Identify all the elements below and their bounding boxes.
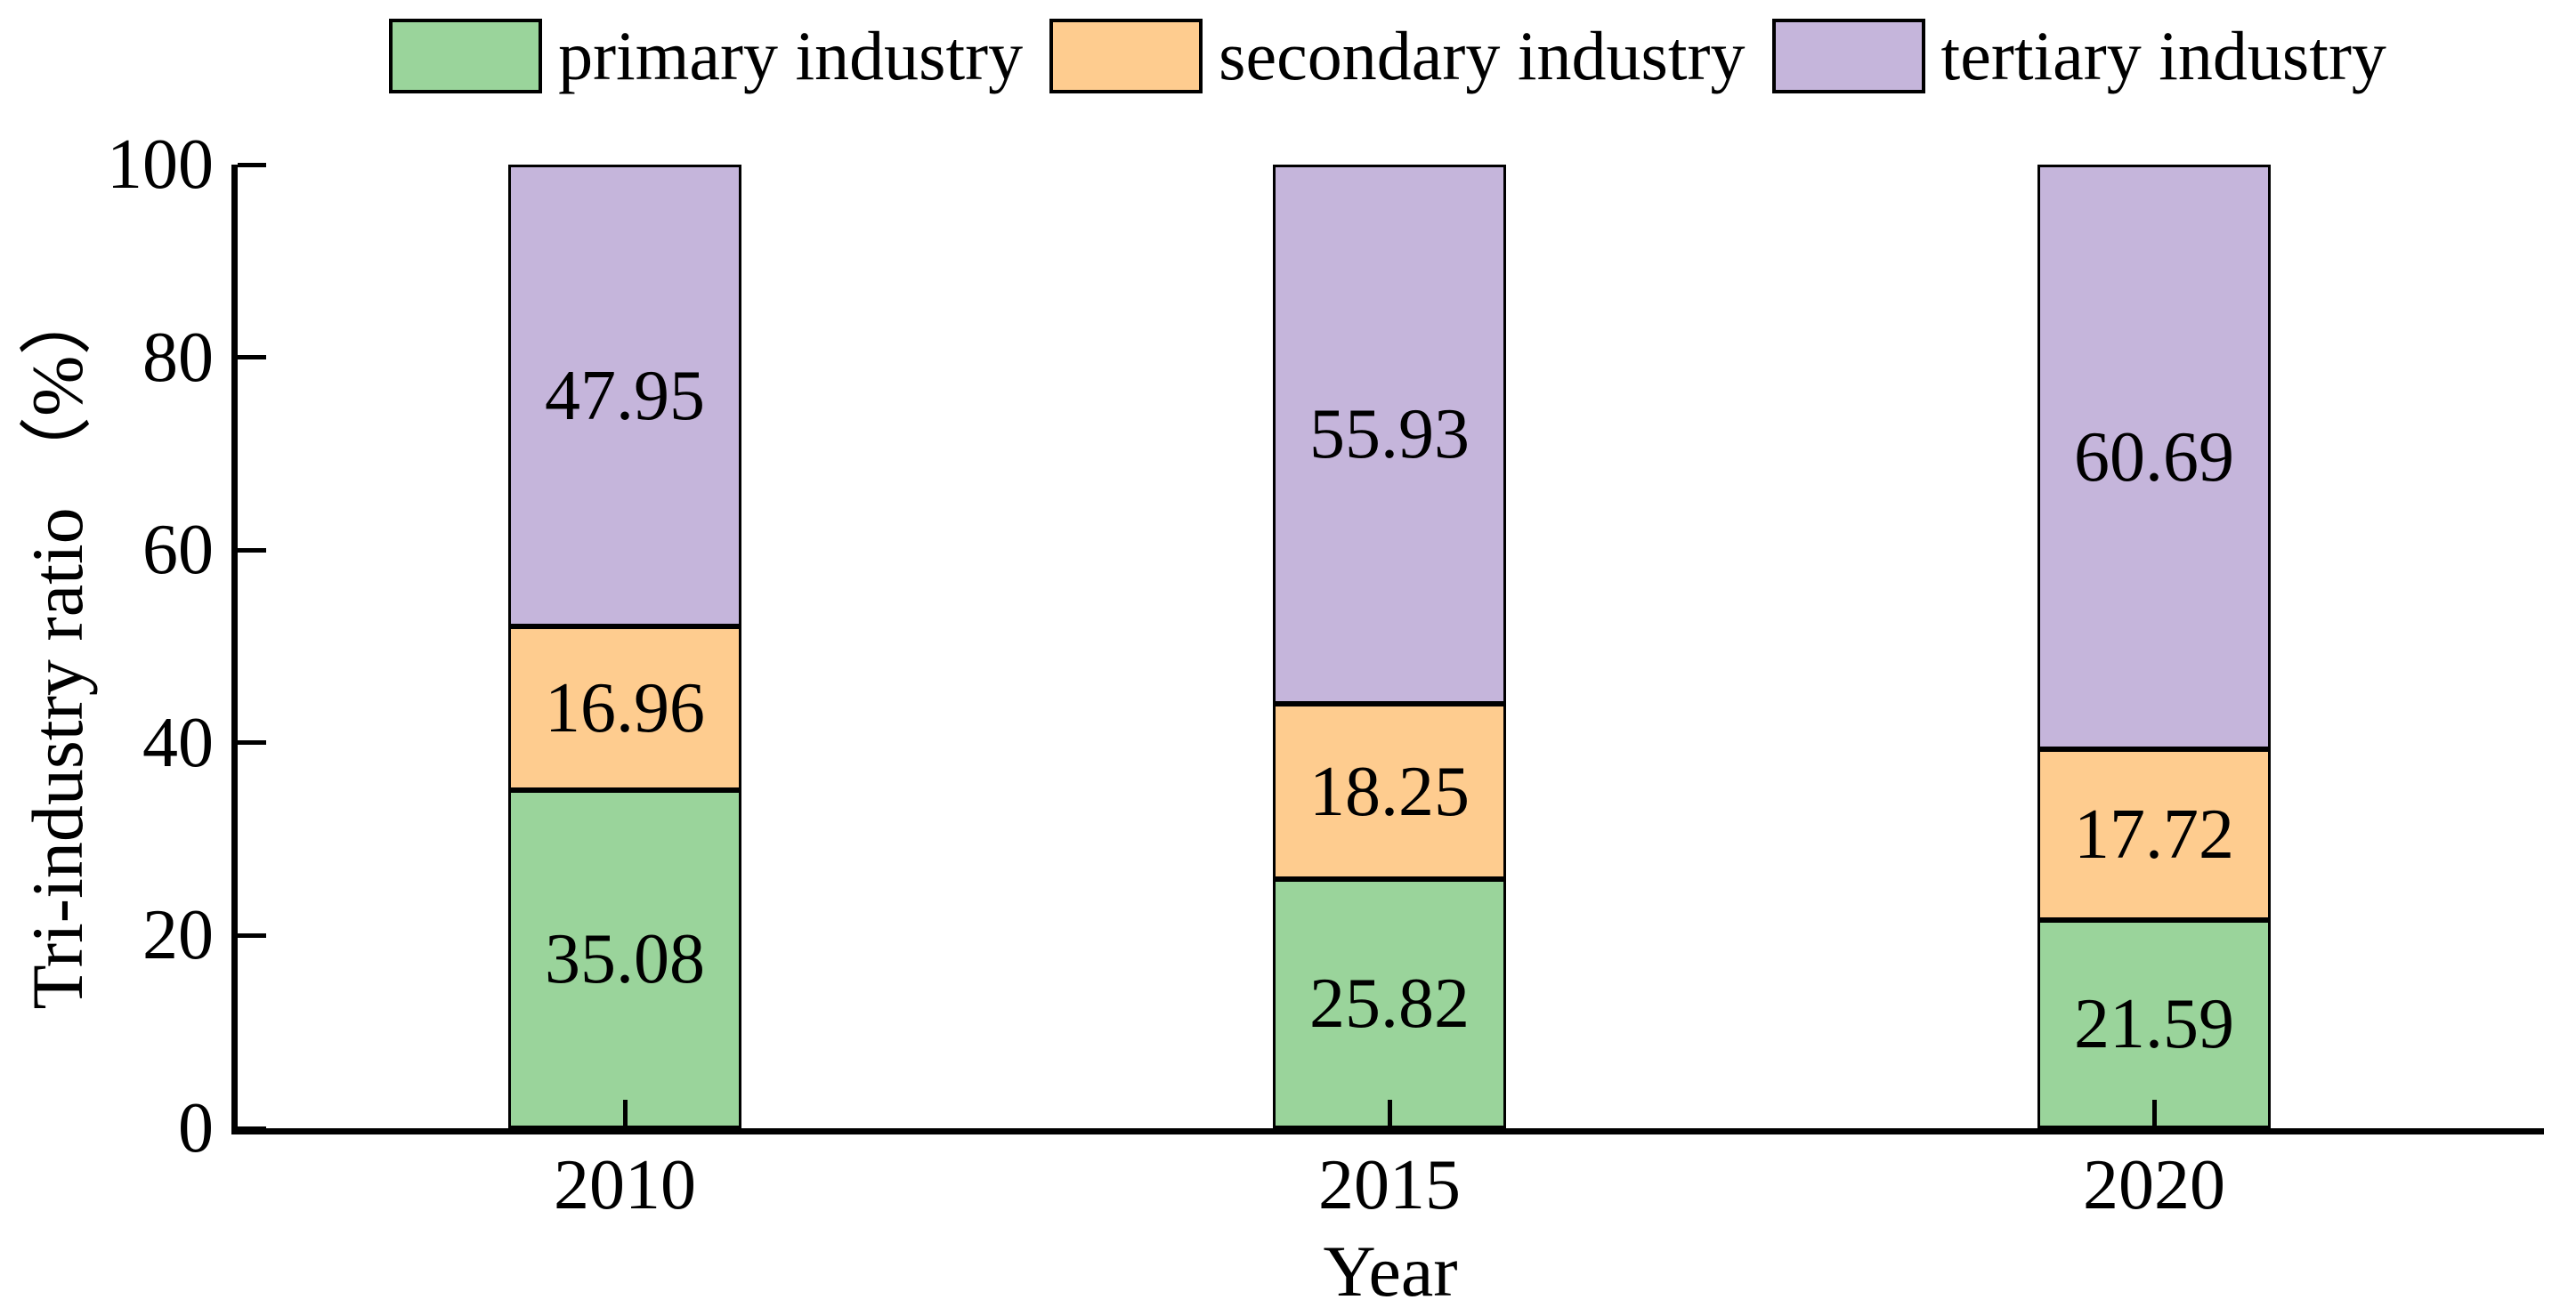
value-label: 35.08 (545, 920, 705, 999)
y-tick-mark (238, 1126, 266, 1131)
y-tick-label: 20 (142, 896, 214, 975)
value-label: 16.96 (545, 669, 705, 748)
y-tick-label: 0 (178, 1089, 214, 1167)
y-tick-label: 60 (142, 511, 214, 590)
value-label: 18.25 (1309, 752, 1470, 831)
x-tick-mark (1387, 1100, 1392, 1128)
x-axis-title: Year (1323, 1231, 1458, 1312)
legend-label: primary industry (558, 16, 1024, 94)
bar-segment-secondary-2015: 18.25 (1273, 703, 1506, 880)
value-label: 25.82 (1309, 965, 1470, 1044)
value-label: 21.59 (2074, 985, 2234, 1064)
bar-segment-tertiary-2015: 55.93 (1273, 165, 1506, 704)
y-tick-label: 40 (142, 703, 214, 782)
value-label: 55.93 (1309, 394, 1470, 473)
y-tick-mark (238, 547, 266, 553)
bar-segment-primary-2015: 25.82 (1273, 879, 1506, 1128)
y-tick-mark (238, 355, 266, 360)
legend-item-tertiary: tertiary industry (1771, 16, 2386, 94)
value-label: 47.95 (545, 356, 705, 435)
bar-segment-secondary-2010: 16.96 (508, 626, 741, 791)
legend: primary industry secondary industry tertia… (231, 9, 2544, 102)
bar-group-2020: 21.59 17.72 60.69 (2037, 165, 2271, 1128)
x-tick-mark (622, 1100, 628, 1128)
legend-item-primary: primary industry (389, 16, 1024, 94)
y-tick-label: 100 (107, 125, 214, 204)
x-tick-label-2015: 2015 (1318, 1146, 1461, 1224)
bar-group-2015: 25.82 18.25 55.93 (1273, 165, 1506, 1128)
bar-group-2010: 35.08 16.96 47.95 (508, 165, 741, 1128)
x-tick-label-2010: 2010 (554, 1146, 696, 1224)
legend-swatch-tertiary (1771, 18, 1925, 93)
legend-swatch-primary (389, 18, 543, 93)
bar-segment-primary-2010: 35.08 (508, 790, 741, 1128)
legend-item-secondary: secondary industry (1049, 16, 1746, 94)
bar-segment-secondary-2020: 17.72 (2037, 749, 2271, 921)
y-tick-mark (238, 933, 266, 938)
value-label: 17.72 (2074, 795, 2234, 875)
legend-label: secondary industry (1219, 16, 1746, 94)
bar-segment-tertiary-2020: 60.69 (2037, 165, 2271, 750)
y-tick-mark (238, 740, 266, 746)
legend-swatch-secondary (1049, 18, 1203, 93)
y-tick-mark (238, 162, 266, 167)
plot-area: 35.08 16.96 47.95 25.82 18.25 55.93 21.59 17.72… (231, 162, 2544, 1134)
y-tick-label: 80 (142, 318, 214, 397)
legend-label: tertiary industry (1940, 16, 2386, 94)
value-label: 60.69 (2074, 417, 2234, 497)
x-tick-mark (2151, 1100, 2157, 1128)
bar-segment-tertiary-2010: 47.95 (508, 165, 741, 627)
x-tick-label-2020: 2020 (2083, 1146, 2225, 1224)
bar-segment-primary-2020: 21.59 (2037, 920, 2271, 1128)
